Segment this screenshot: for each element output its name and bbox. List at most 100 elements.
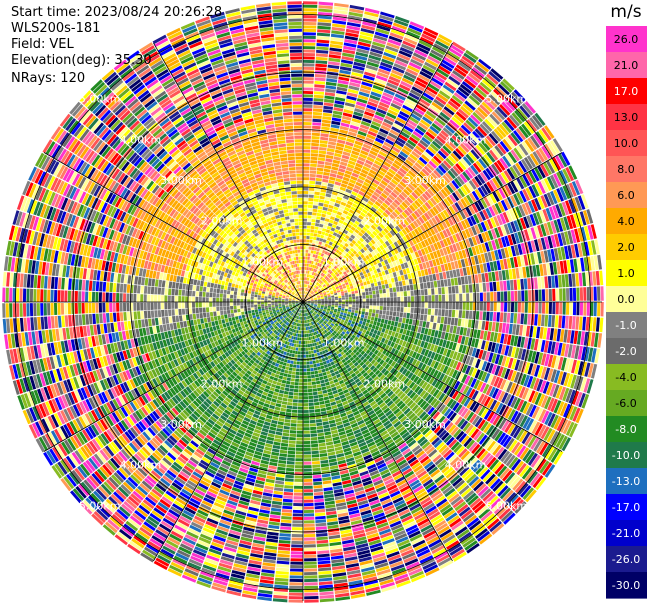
range-gate xyxy=(314,188,321,192)
range-gate xyxy=(320,217,326,221)
range-gate xyxy=(470,69,483,81)
range-gate xyxy=(432,74,446,84)
range-gate xyxy=(414,307,418,314)
range-gate xyxy=(350,314,354,318)
range-gate xyxy=(330,124,340,129)
range-gate xyxy=(438,90,451,100)
range-gate xyxy=(513,89,526,102)
range-gate xyxy=(533,252,539,265)
range-gate xyxy=(503,258,508,270)
range-gate xyxy=(322,417,329,422)
range-gate xyxy=(313,296,317,299)
range-gate xyxy=(510,195,518,207)
range-gate xyxy=(337,222,343,227)
range-gate xyxy=(321,357,326,362)
range-gate xyxy=(355,247,360,253)
range-gate xyxy=(437,150,447,160)
range-gate xyxy=(455,343,461,352)
range-gate xyxy=(322,178,329,183)
range-gate xyxy=(523,254,529,266)
range-gate xyxy=(303,299,306,302)
range-gate xyxy=(490,342,496,353)
range-gate xyxy=(352,188,360,194)
range-gate xyxy=(577,227,584,242)
range-gate xyxy=(405,355,412,363)
range-gate xyxy=(342,210,349,215)
range-gate xyxy=(321,257,325,261)
range-gate xyxy=(555,204,563,218)
range-gate xyxy=(308,274,311,278)
range-gate xyxy=(500,344,507,355)
range-gate xyxy=(344,191,351,197)
range-gate xyxy=(440,147,450,157)
range-gate xyxy=(565,388,573,403)
range-gate xyxy=(504,368,511,380)
range-gate xyxy=(440,87,453,97)
range-gate xyxy=(586,302,590,316)
range-gate xyxy=(378,272,383,277)
range-gate xyxy=(310,297,313,299)
range-gate xyxy=(320,295,324,298)
range-gate xyxy=(563,372,571,387)
range-gate xyxy=(371,313,376,317)
range-gate xyxy=(352,255,357,260)
range-gate xyxy=(401,211,408,219)
range-gate xyxy=(383,88,395,96)
range-gate xyxy=(345,306,349,309)
range-gate xyxy=(475,283,480,293)
range-gate xyxy=(303,15,317,19)
range-gate xyxy=(505,136,515,149)
range-gate xyxy=(457,221,464,231)
range-gate xyxy=(354,310,359,314)
range-gate xyxy=(464,258,469,267)
range-gate xyxy=(425,261,431,269)
range-gate xyxy=(460,407,469,418)
range-gate xyxy=(355,196,362,203)
range-gate xyxy=(398,339,404,346)
range-gate xyxy=(317,366,321,370)
range-gate xyxy=(484,372,491,383)
range-gate xyxy=(327,68,339,73)
range-gate xyxy=(517,243,523,255)
range-gate xyxy=(490,217,497,228)
range-gate xyxy=(540,395,549,408)
range-gate xyxy=(554,342,560,355)
range-gate xyxy=(559,418,569,433)
range-gate xyxy=(450,167,459,177)
range-gate xyxy=(352,203,359,209)
range-gate xyxy=(310,278,313,282)
range-gate xyxy=(493,161,503,173)
range-gate xyxy=(312,125,321,130)
range-gate xyxy=(445,367,452,376)
range-gate xyxy=(546,327,551,340)
range-gate xyxy=(303,80,314,84)
range-gate xyxy=(327,256,332,261)
range-gate xyxy=(368,312,372,317)
range-gate xyxy=(336,327,340,331)
range-gate xyxy=(590,332,596,347)
range-gate xyxy=(402,280,406,286)
range-gate xyxy=(346,25,361,31)
range-gate xyxy=(320,307,324,310)
range-gate xyxy=(479,330,485,340)
range-gate xyxy=(323,105,333,110)
range-gate xyxy=(347,163,355,169)
range-gate xyxy=(422,222,429,231)
range-gate xyxy=(459,58,473,69)
range-gate xyxy=(451,180,460,190)
range-gate xyxy=(342,245,347,250)
range-gate xyxy=(352,302,356,305)
range-gate xyxy=(549,328,555,341)
range-gate xyxy=(309,267,312,271)
range-gate xyxy=(400,131,410,139)
range-gate xyxy=(426,210,434,219)
range-gate xyxy=(372,203,379,210)
range-gate xyxy=(303,149,311,153)
range-gate xyxy=(355,181,363,187)
range-gate xyxy=(464,228,471,238)
range-gate xyxy=(318,259,322,264)
range-gate xyxy=(389,273,394,279)
range-gate xyxy=(457,259,463,269)
range-gate xyxy=(405,142,415,150)
range-gate xyxy=(575,316,580,330)
